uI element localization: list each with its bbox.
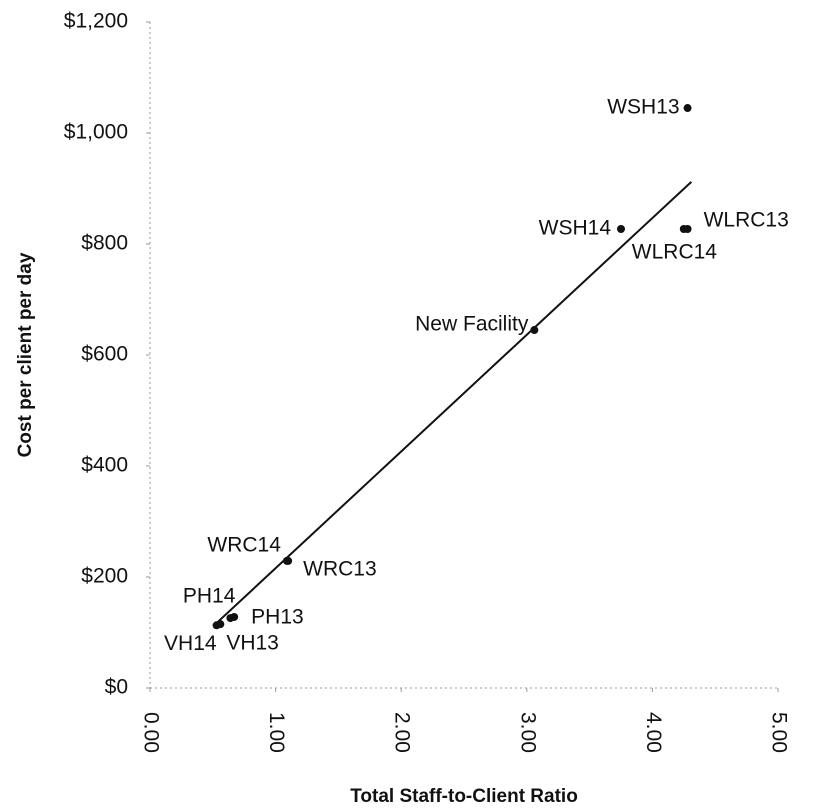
y-tick-label: $1,200: [64, 10, 128, 33]
x-tick-label: 2.00: [391, 712, 414, 753]
point-label: VH14: [164, 632, 217, 655]
data-point: [683, 104, 692, 113]
data-point: [216, 620, 225, 629]
y-tick-label: $600: [81, 343, 128, 366]
point-label: WRC14: [207, 533, 281, 556]
point-label: WLRC13: [704, 209, 789, 232]
data-point: [284, 556, 293, 565]
data-point: [530, 326, 539, 335]
x-tick-label: 4.00: [642, 712, 665, 753]
y-axis-title: Cost per client per day: [15, 252, 36, 457]
y-tick-label: $1,000: [64, 121, 128, 144]
x-tick-label: 0.00: [139, 712, 162, 753]
x-axis-title: Total Staff-to-Client Ratio: [350, 786, 578, 807]
y-tick-label: $800: [81, 232, 128, 255]
trendline: [215, 181, 693, 624]
y-tick-label: $200: [81, 565, 128, 588]
point-label: WSH14: [539, 217, 612, 240]
x-tick-label: 5.00: [767, 712, 790, 753]
y-tick-label: $0: [105, 676, 128, 699]
point-label: WLRC14: [632, 241, 718, 264]
point-label: WSH13: [607, 96, 679, 119]
y-tick-label: $400: [81, 454, 128, 477]
point-label: WRC13: [303, 557, 377, 580]
x-tick-label: 3.00: [516, 712, 539, 753]
x-tick-label: 1.00: [265, 712, 288, 753]
data-point: [679, 225, 688, 234]
point-label: New Facility: [415, 313, 529, 336]
point-label: PH13: [251, 606, 304, 629]
point-label: PH14: [183, 585, 236, 608]
point-label: VH13: [226, 632, 279, 655]
data-point: [230, 612, 239, 621]
data-point: [617, 225, 625, 234]
